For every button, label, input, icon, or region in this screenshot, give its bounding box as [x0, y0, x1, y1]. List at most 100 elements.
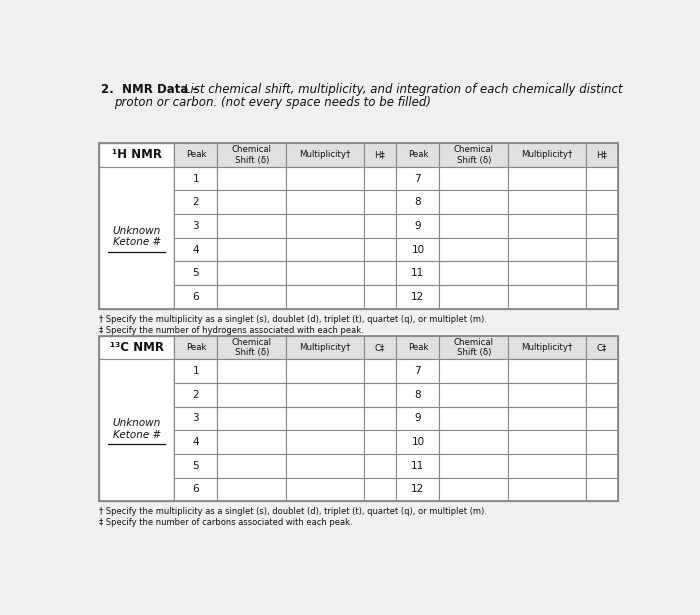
- Text: C‡: C‡: [597, 343, 607, 352]
- Bar: [99, 336, 174, 501]
- Text: Chemical
Shift (δ): Chemical Shift (δ): [454, 338, 494, 357]
- Text: 2.  NMR Data –: 2. NMR Data –: [102, 83, 203, 96]
- Bar: [586, 359, 618, 383]
- Bar: [286, 261, 364, 285]
- Bar: [174, 191, 218, 214]
- Bar: [286, 407, 364, 430]
- Bar: [396, 454, 440, 477]
- Bar: [218, 143, 286, 167]
- Bar: [286, 214, 364, 238]
- Bar: [440, 477, 508, 501]
- Bar: [396, 383, 440, 407]
- Bar: [396, 143, 440, 167]
- Bar: [364, 285, 396, 309]
- Text: Peak: Peak: [407, 151, 428, 159]
- Text: Chemical
Shift (δ): Chemical Shift (δ): [454, 145, 494, 165]
- Bar: [99, 143, 618, 309]
- Bar: [99, 143, 174, 309]
- Text: ¹³C NMR: ¹³C NMR: [110, 341, 164, 354]
- Bar: [508, 336, 586, 359]
- Text: ¹H NMR: ¹H NMR: [112, 148, 162, 161]
- Bar: [174, 430, 218, 454]
- Bar: [218, 238, 286, 261]
- Bar: [440, 454, 508, 477]
- Bar: [508, 238, 586, 261]
- Bar: [364, 191, 396, 214]
- Bar: [364, 430, 396, 454]
- Bar: [586, 454, 618, 477]
- Bar: [440, 430, 508, 454]
- Bar: [286, 383, 364, 407]
- Bar: [218, 359, 286, 383]
- Bar: [440, 359, 508, 383]
- Bar: [364, 477, 396, 501]
- Text: 4: 4: [193, 245, 200, 255]
- Bar: [586, 477, 618, 501]
- Text: 4: 4: [193, 437, 200, 447]
- Bar: [99, 336, 618, 501]
- Bar: [364, 143, 396, 167]
- Bar: [218, 167, 286, 191]
- Bar: [508, 477, 586, 501]
- Text: 7: 7: [414, 366, 421, 376]
- Bar: [440, 261, 508, 285]
- Bar: [218, 430, 286, 454]
- Bar: [174, 383, 218, 407]
- Text: 3: 3: [193, 413, 200, 423]
- Bar: [396, 238, 440, 261]
- Bar: [286, 430, 364, 454]
- Bar: [586, 336, 618, 359]
- Bar: [286, 167, 364, 191]
- Bar: [396, 261, 440, 285]
- Bar: [218, 454, 286, 477]
- Text: Peak: Peak: [186, 343, 206, 352]
- Bar: [174, 359, 218, 383]
- Text: 5: 5: [193, 461, 200, 470]
- Bar: [396, 336, 440, 359]
- Bar: [440, 143, 508, 167]
- Bar: [174, 143, 218, 167]
- Bar: [440, 383, 508, 407]
- Bar: [218, 261, 286, 285]
- Bar: [396, 359, 440, 383]
- Text: 6: 6: [193, 485, 200, 494]
- Bar: [586, 167, 618, 191]
- Text: ‡ Specify the number of hydrogens associated with each peak.: ‡ Specify the number of hydrogens associ…: [99, 325, 364, 335]
- Text: 8: 8: [414, 390, 421, 400]
- Text: 12: 12: [412, 485, 424, 494]
- Bar: [396, 407, 440, 430]
- Bar: [396, 167, 440, 191]
- Bar: [586, 430, 618, 454]
- Bar: [286, 143, 364, 167]
- Text: 1: 1: [193, 366, 200, 376]
- Bar: [174, 261, 218, 285]
- Text: H‡: H‡: [374, 151, 386, 159]
- Bar: [440, 214, 508, 238]
- Bar: [508, 454, 586, 477]
- Bar: [218, 383, 286, 407]
- Text: 9: 9: [414, 413, 421, 423]
- Bar: [218, 214, 286, 238]
- Bar: [174, 336, 218, 359]
- Bar: [440, 191, 508, 214]
- Text: H‡: H‡: [596, 151, 608, 159]
- Text: 2: 2: [193, 197, 200, 207]
- Bar: [364, 261, 396, 285]
- Text: Peak: Peak: [186, 151, 206, 159]
- Bar: [364, 407, 396, 430]
- Bar: [286, 285, 364, 309]
- Text: 7: 7: [414, 173, 421, 183]
- Bar: [396, 285, 440, 309]
- Text: 1: 1: [193, 173, 200, 183]
- Bar: [286, 191, 364, 214]
- Bar: [396, 214, 440, 238]
- Text: Ketone #: Ketone #: [113, 237, 161, 247]
- Text: 11: 11: [412, 268, 424, 278]
- Text: Multiplicity†: Multiplicity†: [300, 343, 351, 352]
- Bar: [586, 214, 618, 238]
- Text: Unknown: Unknown: [113, 418, 161, 428]
- Bar: [508, 167, 586, 191]
- Bar: [174, 285, 218, 309]
- Bar: [440, 285, 508, 309]
- Bar: [364, 167, 396, 191]
